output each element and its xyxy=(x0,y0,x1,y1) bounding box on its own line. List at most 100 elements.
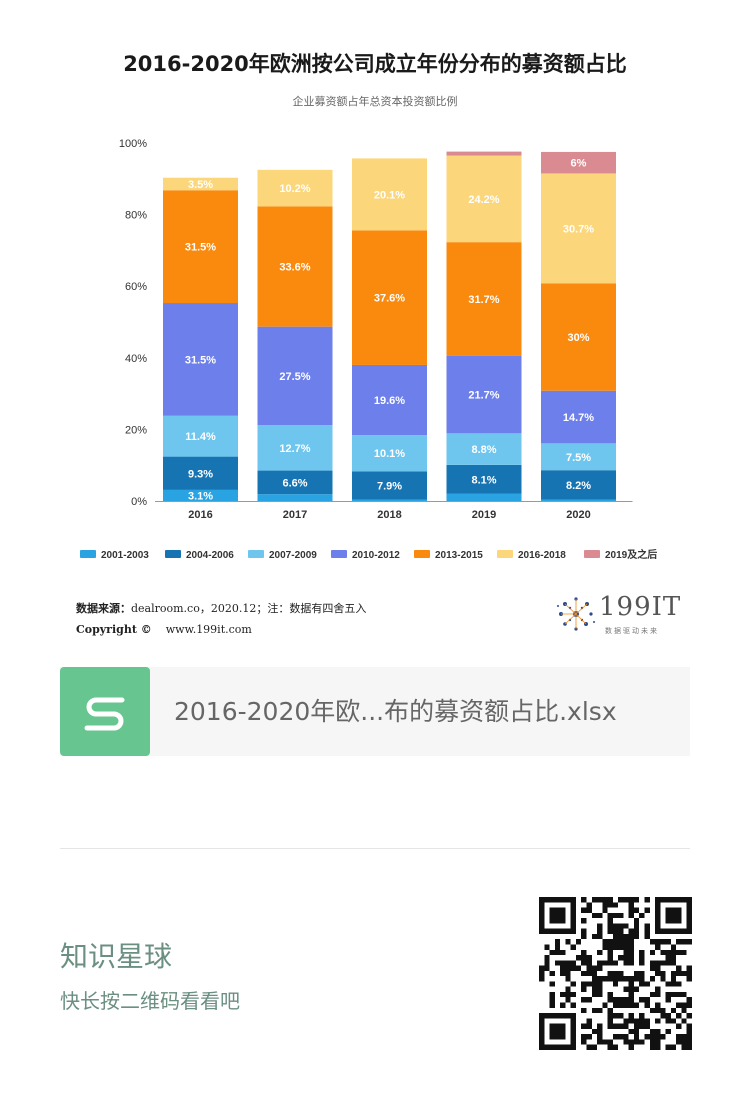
y-tick-label: 100% xyxy=(119,138,147,150)
199it-logo: 199IT 数据驱动未来 xyxy=(553,592,693,640)
logo-tagline: 数据驱动未来 xyxy=(605,627,659,635)
bar-segment xyxy=(541,151,616,174)
y-tick-label: 20% xyxy=(125,424,147,436)
x-axis: 2016 2017 2018 2019 2020 xyxy=(155,501,633,521)
bar-segment xyxy=(257,470,333,495)
legend-swatch xyxy=(414,550,430,558)
bar-segment xyxy=(352,471,427,500)
data-label: 8.1% xyxy=(471,474,496,486)
bar-segment xyxy=(257,494,333,501)
data-label: 24.2% xyxy=(468,194,499,206)
bar-segment xyxy=(163,456,238,490)
data-label: 3.1% xyxy=(188,490,213,502)
chart-title: 2016-2020年欧洲按公司成立年份分布的募资额占比 xyxy=(123,52,627,76)
x-tick-label: 2020 xyxy=(566,509,590,521)
data-label: 21.7% xyxy=(468,389,499,401)
bar-segment xyxy=(446,355,522,434)
legend-label: 2013-2015 xyxy=(435,550,483,561)
bar-segment xyxy=(257,425,333,471)
source-label: 数据来源： xyxy=(76,602,131,615)
data-label: 31.7% xyxy=(468,294,499,306)
y-tick-label: 80% xyxy=(125,210,147,222)
bar-segment xyxy=(163,303,238,416)
data-label: 10.2% xyxy=(279,183,310,195)
data-label: 27.5% xyxy=(279,371,310,383)
bar-segment xyxy=(446,464,522,494)
data-label: 20.1% xyxy=(374,189,405,201)
legend-swatch xyxy=(248,550,264,558)
stacked-bar-chart: 0% 20% 40% 60% 80% 100% 3.1% 9.3% 11.4% 31.5% 31.… xyxy=(80,138,657,561)
chart-subtitle: 企业募资额占年总资本投资额比例 xyxy=(292,95,458,108)
bar-segment xyxy=(541,283,616,391)
legend-swatch xyxy=(497,550,513,558)
bar-segment xyxy=(541,443,616,471)
bar-segment xyxy=(163,489,238,501)
bar-segment xyxy=(257,206,333,327)
bar-segment xyxy=(257,326,333,426)
bar-segment xyxy=(446,433,522,465)
legend-swatch xyxy=(80,550,96,558)
bar-segment xyxy=(446,155,522,243)
y-axis: 0% 20% 40% 60% 80% 100% xyxy=(119,138,147,508)
legend-swatch xyxy=(331,550,347,558)
y-tick-label: 0% xyxy=(131,496,147,508)
legend: 2001-2003 2004-2006 2007-2009 2010-2012 2013… xyxy=(80,548,657,561)
bar-segment xyxy=(446,242,522,356)
data-label: 10.1% xyxy=(374,448,405,460)
divider xyxy=(60,848,690,849)
bar-segment xyxy=(352,158,427,231)
bar-segment xyxy=(541,499,616,501)
legend-label: 2001-2003 xyxy=(101,550,149,561)
spreadsheet-s-icon xyxy=(60,667,150,756)
source-value: dealroom.co，2020.12；注：数据有四舍五入 xyxy=(131,602,367,615)
bar-segment xyxy=(352,499,427,501)
website-link[interactable]: www.199it.com xyxy=(165,623,252,636)
planet-title: 知识星球 xyxy=(60,940,173,973)
data-label: 30.7% xyxy=(563,223,594,235)
dandelion-logo-icon xyxy=(557,597,595,631)
data-label: 11.4% xyxy=(185,431,216,443)
bar-segment xyxy=(163,190,238,304)
legend-swatch xyxy=(584,550,600,558)
bar-segment xyxy=(446,151,522,156)
x-tick-label: 2018 xyxy=(377,509,401,521)
legend-label: 2004-2006 xyxy=(186,550,234,561)
data-label: 14.7% xyxy=(563,412,594,424)
bar-segment xyxy=(352,230,427,365)
bar-segment xyxy=(163,415,238,457)
data-label: 6.6% xyxy=(282,477,307,489)
bar-segment xyxy=(541,173,616,284)
legend-swatch xyxy=(165,550,181,558)
source-note: 数据来源：dealroom.co，2020.12；注：数据有四舍五入 xyxy=(76,600,366,616)
data-label: 8.2% xyxy=(566,480,591,492)
file-attachment-card[interactable]: 2016-2020年欧...布的募资额占比.xlsx xyxy=(60,667,690,756)
x-tick-label: 2017 xyxy=(283,509,307,521)
logo-text: 199IT xyxy=(599,592,682,622)
y-tick-label: 60% xyxy=(125,281,147,293)
data-label: 30% xyxy=(567,332,589,344)
bars: 3.1% 9.3% 11.4% 31.5% 31.5% 3.5% 6.6% 12.7% 27.5… xyxy=(163,151,616,502)
bar-segment xyxy=(257,169,333,207)
data-label: 33.6% xyxy=(279,262,310,274)
data-label: 7.9% xyxy=(377,480,402,492)
data-label: 37.6% xyxy=(374,293,405,305)
bar-segment xyxy=(352,364,427,436)
copyright-line: Copyright © www.199it.com xyxy=(76,623,252,636)
y-tick-label: 40% xyxy=(125,353,147,365)
legend-label: 2007-2009 xyxy=(269,550,317,561)
legend-label: 2019及之后 xyxy=(605,548,657,561)
bar-segment xyxy=(163,177,238,191)
qr-code-icon[interactable] xyxy=(539,897,692,1050)
data-label: 7.5% xyxy=(566,452,591,464)
x-tick-label: 2019 xyxy=(472,509,496,521)
legend-label: 2010-2012 xyxy=(352,550,400,561)
data-label: 6% xyxy=(571,158,587,170)
x-tick-label: 2016 xyxy=(188,509,212,521)
bar-segment xyxy=(352,435,427,472)
file-name: 2016-2020年欧...布的募资额占比.xlsx xyxy=(174,697,617,726)
copyright-text: Copyright © xyxy=(76,623,152,636)
data-label: 9.3% xyxy=(188,468,213,480)
data-label: 31.5% xyxy=(185,242,216,254)
data-label: 31.5% xyxy=(185,354,216,366)
data-label: 3.5% xyxy=(188,179,213,191)
